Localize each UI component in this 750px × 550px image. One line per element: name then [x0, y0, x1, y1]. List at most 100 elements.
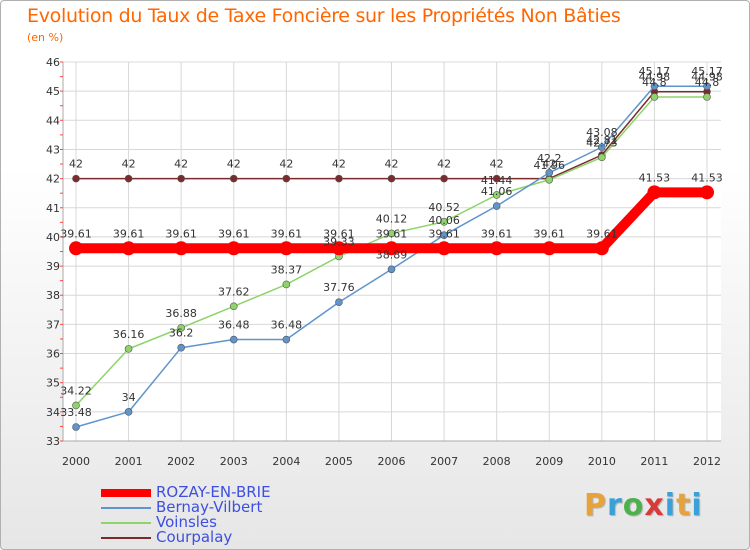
x-tick-label: 2001	[115, 455, 143, 468]
data-point	[282, 174, 291, 183]
data-label: 34.22	[60, 384, 92, 397]
y-tick-label: 43	[46, 143, 60, 156]
data-point	[545, 168, 554, 177]
data-label: 39.61	[323, 227, 355, 240]
data-point	[542, 241, 557, 256]
x-tick-label: 2010	[588, 455, 616, 468]
data-label: 36.48	[218, 319, 250, 332]
data-label: 33.48	[60, 406, 92, 419]
x-tick-label: 2002	[167, 455, 195, 468]
data-point	[335, 174, 343, 183]
data-label: 41.96	[534, 159, 566, 172]
data-point	[703, 93, 711, 101]
y-tick-label: 40	[46, 231, 60, 244]
data-label: 39.61	[165, 227, 197, 240]
y-tick-label: 45	[46, 85, 60, 98]
x-tick-label: 2012	[693, 455, 721, 468]
data-label: 41.06	[481, 185, 513, 198]
data-point	[387, 265, 396, 274]
data-point	[69, 241, 83, 256]
data-label: 42.2	[537, 152, 562, 165]
data-label: 40.06	[428, 214, 460, 227]
data-point	[124, 408, 133, 416]
logo-letter: o	[622, 488, 645, 523]
data-label: 42	[227, 158, 241, 171]
data-label: 36.88	[165, 307, 197, 320]
data-point	[124, 345, 133, 353]
data-label: 45.17	[639, 65, 671, 78]
data-point	[437, 241, 452, 256]
data-label: 41.53	[691, 171, 723, 184]
data-point	[440, 174, 448, 183]
data-point	[650, 93, 659, 101]
legend-label-voinsles: Voinsles	[156, 513, 217, 531]
data-label: 39.61	[428, 227, 460, 240]
data-point	[489, 241, 504, 256]
data-point	[177, 174, 185, 183]
data-label: 39.61	[376, 227, 408, 240]
data-label: 42	[490, 158, 504, 171]
data-point	[226, 241, 241, 256]
x-tick-label: 2006	[378, 455, 406, 468]
x-tick-label: 2007	[430, 455, 458, 468]
x-tick-label: 2008	[483, 455, 511, 468]
y-tick-label: 46	[46, 56, 60, 69]
y-tick-label: 38	[46, 289, 60, 302]
data-label: 39.61	[534, 227, 566, 240]
y-tick-label: 39	[46, 260, 60, 273]
x-tick-label: 2005	[325, 455, 353, 468]
data-label: 42	[69, 158, 83, 171]
data-label: 44.98	[639, 71, 671, 84]
data-point	[124, 174, 133, 183]
data-point	[598, 153, 606, 162]
data-point	[492, 202, 501, 210]
x-tick-label: 2000	[62, 455, 90, 468]
data-label: 34	[122, 391, 136, 404]
data-label: 43.08	[586, 126, 618, 139]
data-point	[545, 175, 554, 184]
data-label: 42	[279, 158, 293, 171]
legend-label-courpalay: Courpalay	[156, 528, 233, 546]
data-point	[282, 280, 291, 289]
data-point	[177, 324, 185, 332]
data-point	[598, 143, 606, 151]
y-tick-label: 44	[46, 114, 60, 127]
data-label: 42	[122, 158, 136, 171]
data-label: 40.52	[428, 201, 460, 214]
logo-letter: P	[584, 488, 607, 523]
data-point	[174, 241, 189, 256]
legend-label-rozay: ROZAY-EN-BRIE	[156, 483, 271, 501]
data-label: 42.81	[586, 134, 618, 147]
y-tick-label: 36	[46, 348, 60, 361]
legend-swatch-bernay	[101, 507, 151, 509]
data-label: 44.98	[691, 71, 723, 84]
data-label: 37.62	[218, 285, 250, 298]
y-tick-label: 41	[46, 202, 60, 215]
logo-letter: x	[644, 488, 665, 523]
y-tick-label: 33	[46, 435, 60, 448]
x-tick-label: 2011	[640, 455, 668, 468]
legend-swatch-rozay	[101, 489, 151, 497]
data-label: 39.61	[60, 227, 92, 240]
data-label: 44.8	[695, 76, 720, 89]
x-tick-label: 2009	[535, 455, 563, 468]
data-label: 39.61	[113, 227, 145, 240]
data-point	[72, 423, 80, 431]
data-point	[440, 217, 448, 226]
data-point	[121, 241, 136, 256]
chart-subtitle: (en %)	[27, 31, 64, 44]
data-label: 39.61	[481, 227, 513, 240]
legend-swatch-voinsles	[101, 522, 151, 524]
y-tick-label: 37	[46, 318, 60, 331]
data-point	[703, 82, 711, 90]
data-point	[384, 241, 399, 256]
logo-letter: t	[676, 488, 692, 523]
data-label: 42	[385, 158, 399, 171]
y-tick-label: 35	[46, 377, 60, 390]
data-point	[335, 298, 343, 307]
data-point	[229, 302, 238, 311]
logo-letter: r	[607, 488, 623, 523]
data-point	[387, 229, 396, 238]
